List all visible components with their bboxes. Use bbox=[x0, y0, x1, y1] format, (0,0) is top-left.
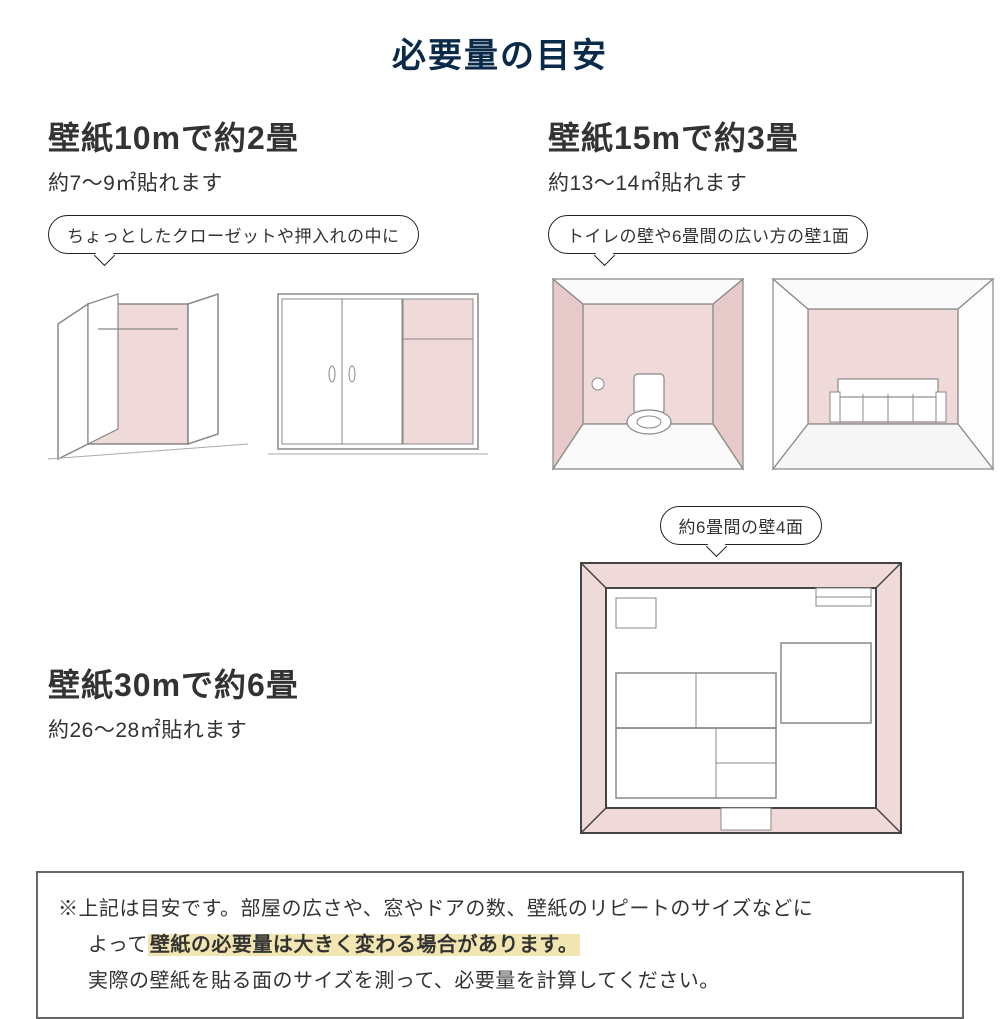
floorplan-illustration bbox=[571, 553, 911, 843]
disclaimer-line2: よって壁紙の必要量は大きく変わる場合があります。 bbox=[58, 927, 942, 963]
heading-15m: 壁紙15mで約3畳 bbox=[548, 113, 998, 159]
bubble-10m: ちょっとしたクローゼットや押入れの中に bbox=[48, 215, 419, 254]
sub-10m: 約7〜9㎡貼れます bbox=[48, 167, 488, 197]
toilet-room-illustration bbox=[548, 274, 748, 474]
page-title: 必要量の目安 bbox=[0, 0, 1000, 77]
sub-15m: 約13〜14㎡貼れます bbox=[548, 167, 998, 197]
disclaimer-highlight: 壁紙の必要量は大きく変わる場合があります。 bbox=[148, 934, 581, 956]
top-grid: 壁紙10mで約2畳 約7〜9㎡貼れます ちょっとしたクローゼットや押入れの中に bbox=[0, 77, 1000, 474]
sliding-closet-illustration bbox=[268, 274, 488, 464]
disclaimer-line2-prefix: よって bbox=[88, 934, 148, 956]
disclaimer-line3-text: 実際の壁紙を貼る面のサイズを測って、必要量を計算してください。 bbox=[88, 970, 720, 992]
heading-30m: 壁紙30mで約6畳 bbox=[48, 660, 470, 706]
six-tatami-wall-illustration bbox=[768, 274, 998, 474]
bubble-15m: トイレの壁や6畳間の広い方の壁1面 bbox=[548, 215, 868, 254]
section-30m: 壁紙30mで約6畳 約26〜28㎡貼れます 約6畳間の壁4面 bbox=[0, 474, 1000, 843]
disclaimer-line1: ※上記は目安です。部屋の広さや、窓やドアの数、壁紙のリピートのサイズなどに bbox=[58, 891, 942, 927]
sub-30m: 約26〜28㎡貼れます bbox=[48, 714, 470, 744]
heading-10m: 壁紙10mで約2畳 bbox=[48, 113, 488, 159]
disclaimer-line3: 実際の壁紙を貼る面のサイズを測って、必要量を計算してください。 bbox=[58, 963, 942, 999]
section-10m: 壁紙10mで約2畳 約7〜9㎡貼れます ちょっとしたクローゼットや押入れの中に bbox=[48, 113, 488, 474]
disclaimer-box: ※上記は目安です。部屋の広さや、窓やドアの数、壁紙のリピートのサイズなどに よっ… bbox=[36, 871, 964, 1019]
closet-illustration bbox=[48, 274, 248, 464]
bubble-30m: 約6畳間の壁4面 bbox=[660, 506, 823, 545]
section-15m: 壁紙15mで約3畳 約13〜14㎡貼れます トイレの壁や6畳間の広い方の壁1面 bbox=[548, 113, 998, 474]
